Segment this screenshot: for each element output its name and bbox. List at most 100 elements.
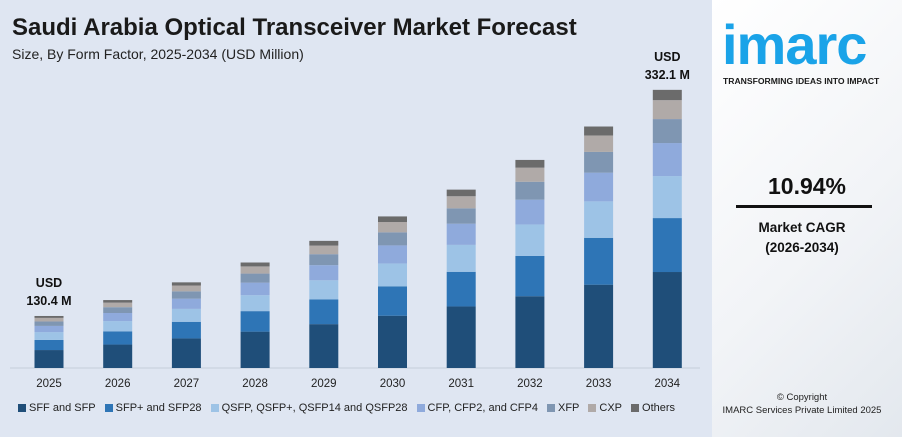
bar-segment-2031-1 [446,271,476,307]
brand-panel: imarc TRANSFORMING IDEAS INTO IMPACT 10.… [712,0,902,437]
copyright-line2: IMARC Services Private Limited 2025 [722,405,882,416]
legend-label: CXP [599,402,623,414]
bar-segment-2032-4 [515,181,545,200]
x-tick-label: 2025 [36,378,62,390]
bar-segment-2026-5 [103,302,133,308]
bar-segment-2030-0 [378,315,407,368]
bar-segment-2025-4 [34,321,64,326]
bar-segment-2034-5 [652,100,682,120]
x-tick-label: 2030 [380,378,406,390]
bar-segment-2034-0 [652,272,682,368]
bar-segment-2026-1 [103,331,133,345]
copyright-line1: © Copyright [776,392,828,403]
bar-segment-2032-0 [515,296,545,368]
cagr-label-line1: Market CAGR [758,220,846,235]
bar-segment-2031-5 [446,196,476,209]
legend-swatch [210,404,219,412]
bar-segment-2028-5 [240,266,270,274]
legend-label: XFP [557,402,580,414]
bar-segment-2027-4 [171,291,201,299]
bar-segment-2026-2 [103,321,133,332]
bar-segment-2032-5 [515,167,545,182]
legend-swatch [588,404,597,412]
bar-segment-2031-6 [446,189,476,197]
bar-segment-2032-1 [515,255,545,297]
total-label-value: 130.4 M [26,294,71,308]
legend-label: Others [642,402,676,414]
bar-segment-2029-1 [309,299,339,325]
bar-segment-2028-3 [240,282,270,296]
bar-segment-2027-3 [171,298,201,309]
copyright: © Copyright IMARC Services Private Limit… [712,391,892,417]
chart-subtitle: Size, By Form Factor, 2025-2034 (USD Mil… [12,46,304,62]
bar-segment-2034-4 [652,119,682,144]
legend-item: SFF and SFP [18,402,96,414]
bar-segment-2027-5 [171,285,201,292]
bar-segment-2030-5 [378,222,407,233]
bar-segment-2030-6 [378,216,407,223]
legend-item: XFP [546,402,580,414]
bar-segment-2025-5 [34,317,64,322]
bar-segment-2033-6 [584,126,614,136]
bar-segment-2029-0 [309,324,339,368]
bar-segment-2029-4 [309,254,339,266]
cagr-label: Market CAGR (2026-2034) [712,218,892,258]
bar-segment-2034-3 [652,143,682,177]
bar-segment-2026-3 [103,313,133,322]
chart-area: Saudi Arabia Optical Transceiver Market … [0,0,712,437]
legend: SFF and SFP SFP+ and SFP28 QSFP, QSFP+, QS… [18,402,675,414]
bar-chart: 2025 USD 130.4 M 2026 2027 2028 2029 2030 2031 20… [10,50,700,390]
total-label-unit: USD [36,276,62,290]
bar-segment-2031-4 [446,208,476,224]
bar-segment-2027-1 [171,321,201,339]
legend-label: SFP+ and SFP28 [115,402,202,414]
bar-segment-2032-3 [515,199,545,225]
bar-segment-2033-4 [584,151,614,173]
bar-segment-2027-0 [171,338,201,368]
bar-segment-2032-6 [515,159,545,168]
x-tick-label: 2033 [586,378,612,390]
legend-swatch [631,404,640,412]
legend-swatch [104,404,113,412]
bar-segment-2033-0 [584,284,614,368]
bar-segment-2026-0 [103,344,133,368]
bar-segment-2025-0 [34,350,64,368]
bar-segment-2029-2 [309,280,339,300]
bar-segment-2033-1 [584,237,614,285]
legend-label: SFF and SFP [29,402,96,414]
imarc-logo: imarc [722,13,867,76]
bar-segment-2028-2 [240,295,270,312]
cagr-divider [736,205,872,208]
bar-segment-2026-4 [103,307,133,314]
bar-segment-2030-1 [378,286,407,316]
legend-item: Others [631,402,675,414]
bar-segment-2028-0 [240,331,270,368]
chart-title: Saudi Arabia Optical Transceiver Market … [12,14,577,41]
bar-segment-2032-2 [515,224,545,256]
bar-segment-2027-6 [171,282,201,286]
bar-segment-2033-5 [584,135,614,152]
legend-label: QSFP, QSFP+, QSFP14 and QSFP28 [221,402,408,414]
brand-tagline: TRANSFORMING IDEAS INTO IMPACT [723,76,880,86]
cagr-value: 10.94% [767,173,846,199]
x-tick-label: 2034 [655,378,681,390]
bar-segment-2031-0 [446,306,476,368]
x-tick-label: 2031 [448,378,474,390]
total-label-value: 332.1 M [645,68,690,82]
legend-swatch [416,404,425,412]
bar-segment-2028-6 [240,262,270,267]
bar-segment-2031-2 [446,244,476,272]
bar-segment-2026-6 [103,300,133,303]
x-tick-label: 2029 [311,378,337,390]
cagr-label-line2: (2026-2034) [765,240,839,255]
bar-segment-2025-2 [34,332,64,340]
total-label-unit: USD [654,50,680,64]
bar-segment-2025-3 [34,325,64,333]
legend-swatch [18,404,26,412]
legend-item: CFP, CFP2, and CFP4 [416,402,538,414]
bar-segment-2034-1 [652,218,682,273]
bar-segment-2028-1 [240,311,270,332]
bar-segment-2029-5 [309,245,339,255]
legend-item: QSFP, QSFP+, QSFP14 and QSFP28 [210,402,408,414]
bar-segment-2025-1 [34,339,64,351]
